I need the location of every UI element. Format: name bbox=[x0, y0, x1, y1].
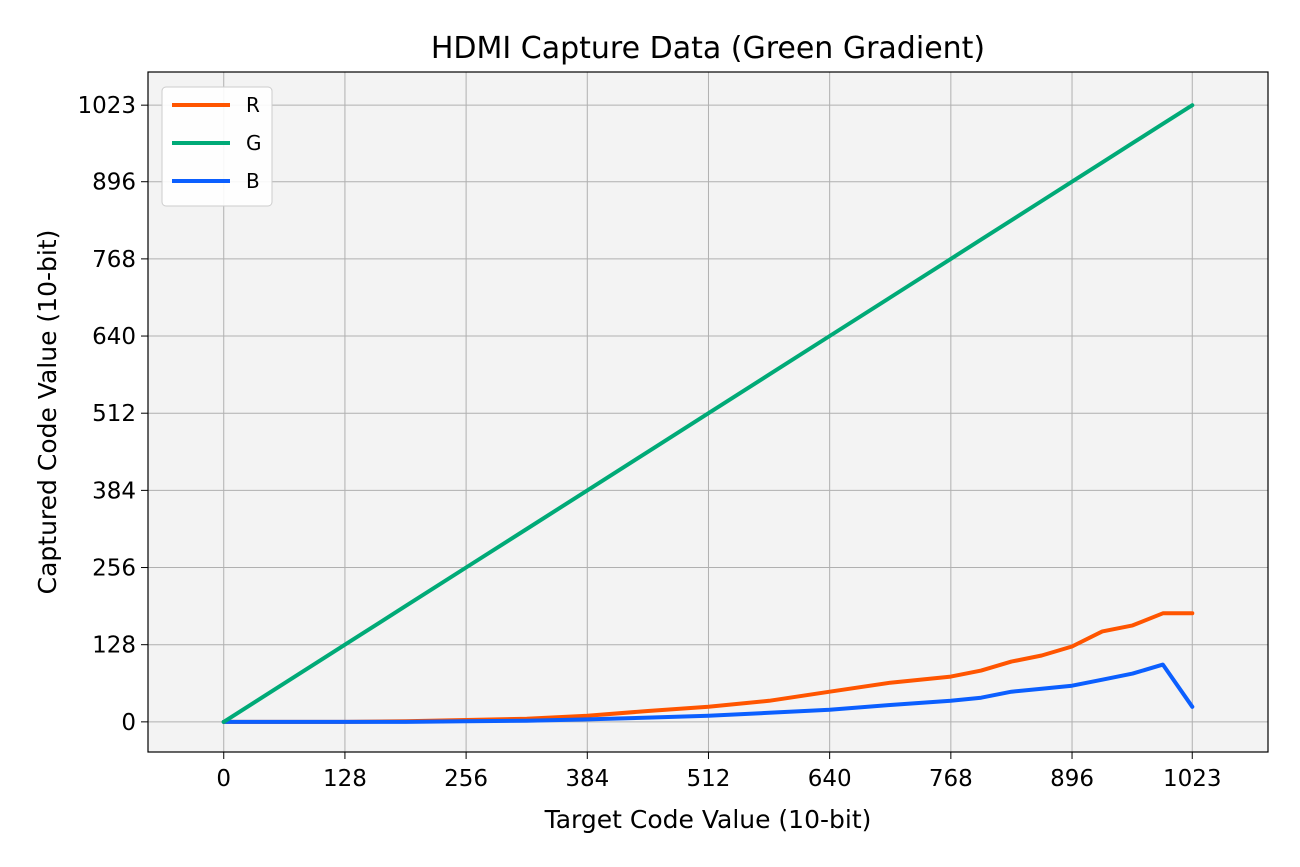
legend-label: R bbox=[246, 93, 260, 117]
legend: RGB bbox=[161, 86, 273, 207]
y-axis: 0 128 256 384 512 640 768 896 1023 bbox=[77, 93, 148, 736]
legend-box bbox=[161, 86, 273, 207]
y-tick-label: 128 bbox=[92, 633, 136, 659]
y-tick-label: 768 bbox=[92, 247, 136, 273]
series-line-b bbox=[221, 662, 1195, 724]
x-tick-label: 384 bbox=[565, 766, 609, 792]
y-tick-label: 640 bbox=[92, 324, 136, 350]
x-tick-label: 896 bbox=[1050, 766, 1094, 792]
x-tick-label: 1023 bbox=[1163, 766, 1222, 792]
series-line-g bbox=[221, 103, 1195, 724]
y-tick-label: 384 bbox=[92, 478, 136, 504]
y-axis-label: Captured Code Value (10-bit) bbox=[33, 230, 62, 595]
x-axis: 0 128 256 384 512 640 768 896 1023 bbox=[216, 752, 1222, 792]
x-tick-label: 768 bbox=[929, 766, 973, 792]
y-tick-label: 0 bbox=[121, 710, 136, 736]
legend-label: G bbox=[246, 131, 262, 155]
chart-title: HDMI Capture Data (Green Gradient) bbox=[431, 31, 985, 66]
y-tick-label: 512 bbox=[92, 401, 136, 427]
y-tick-label: 896 bbox=[92, 170, 136, 196]
y-tick-label: 256 bbox=[92, 556, 136, 582]
x-tick-label: 0 bbox=[216, 766, 231, 792]
x-axis-label: Target Code Value (10-bit) bbox=[544, 805, 872, 834]
x-tick-label: 640 bbox=[808, 766, 852, 792]
x-tick-label: 512 bbox=[687, 766, 731, 792]
series-layer bbox=[221, 103, 1195, 724]
x-tick-label: 256 bbox=[444, 766, 488, 792]
x-tick-label: 128 bbox=[323, 766, 367, 792]
y-tick-label: 1023 bbox=[77, 93, 136, 119]
legend-label: B bbox=[246, 169, 260, 193]
